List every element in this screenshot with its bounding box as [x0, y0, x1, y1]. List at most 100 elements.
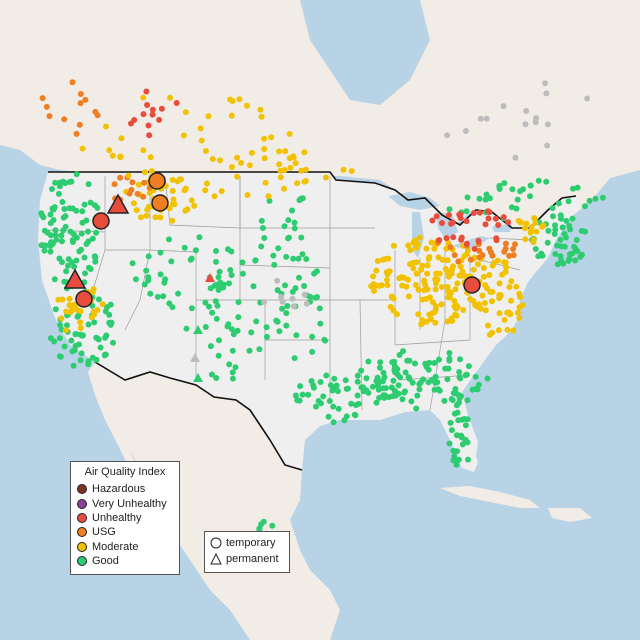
monitor-site	[514, 309, 521, 316]
hudson-bay	[300, 0, 430, 105]
monitor-site	[569, 250, 576, 257]
monitor-site	[453, 312, 460, 319]
monitor-site	[143, 267, 150, 274]
monitor-site	[149, 111, 156, 118]
monitor-site	[191, 202, 198, 209]
monitor-site	[414, 392, 421, 399]
monitor-site	[384, 271, 391, 278]
monitor-site	[55, 296, 62, 303]
monitor-site	[458, 433, 465, 440]
monitor-site	[57, 353, 64, 360]
monitor-site	[142, 169, 148, 176]
monitor-site	[513, 205, 520, 212]
monitor-site	[229, 369, 236, 376]
monitor-site	[558, 215, 564, 222]
monitor-site	[436, 237, 443, 244]
monitor-site	[261, 155, 268, 162]
monitor-site	[266, 197, 273, 204]
monitor-site	[77, 325, 84, 331]
monitor-site	[446, 350, 453, 356]
monitor-site	[234, 154, 241, 161]
monitor-site	[470, 266, 477, 273]
monitor-site	[293, 332, 300, 339]
monitor-site	[274, 318, 281, 325]
monitor-site	[258, 113, 265, 120]
monitor-site	[228, 248, 235, 255]
monitor-site	[301, 149, 308, 156]
monitor-site	[117, 154, 124, 161]
monitor-site	[109, 152, 116, 159]
monitor-site	[129, 179, 136, 186]
monitor-site	[281, 185, 287, 192]
monitor-site	[325, 413, 332, 420]
legend-title: Air Quality Index	[84, 466, 166, 478]
monitor-site	[517, 294, 524, 300]
monitor-site	[433, 270, 440, 277]
monitor-site	[140, 147, 147, 154]
monitor-site	[230, 331, 237, 338]
monitor-site	[462, 436, 469, 443]
monitor-site	[261, 299, 268, 305]
monitor-site	[371, 287, 377, 294]
monitor-site	[38, 210, 45, 217]
monitor-site	[292, 160, 299, 167]
monitor-site	[423, 245, 430, 252]
monitor-site	[373, 267, 380, 274]
monitor-site	[209, 156, 216, 162]
monitor-site	[41, 227, 48, 234]
monitor-site	[508, 278, 515, 285]
monitor-site	[234, 327, 241, 334]
monitor-site	[134, 190, 141, 197]
monitor-site	[126, 190, 133, 197]
monitor-site	[234, 173, 241, 180]
monitor-site	[501, 316, 508, 323]
monitor-site	[143, 212, 150, 219]
monitor-site	[258, 243, 265, 250]
monitor-site	[282, 282, 288, 289]
monitor-site	[354, 392, 361, 399]
monitor-site	[415, 311, 422, 318]
monitor-site	[144, 206, 151, 213]
monitor-site	[451, 252, 458, 259]
monitor-site	[68, 337, 75, 344]
monitor-site	[463, 218, 470, 225]
monitor-site	[510, 246, 517, 252]
permanent-monitor	[106, 193, 130, 214]
monitor-site	[214, 302, 221, 309]
monitor-site	[198, 137, 205, 144]
monitor-site	[464, 194, 471, 201]
monitor-site	[238, 159, 245, 166]
monitor-site	[485, 322, 491, 329]
monitor-site	[396, 352, 403, 358]
monitor-site	[66, 302, 73, 309]
monitor-site	[51, 338, 58, 345]
monitor-site	[291, 355, 298, 362]
monitor-site	[92, 258, 99, 265]
monitor-site	[101, 351, 108, 358]
monitor-site	[463, 208, 470, 215]
legend-swatch-very-unhealthy	[77, 498, 87, 509]
monitor-site	[77, 319, 84, 326]
monitor-site	[130, 200, 137, 207]
monitor-site	[523, 220, 530, 227]
monitor-site	[543, 90, 550, 97]
monitor-site	[373, 399, 380, 406]
monitor-site	[505, 219, 512, 226]
monitor-site	[259, 225, 266, 231]
monitor-site	[313, 403, 319, 410]
monitor-site	[225, 321, 232, 328]
monitor-site	[401, 389, 408, 396]
monitor-site	[161, 279, 168, 286]
monitor-site	[291, 225, 298, 232]
monitor-site	[133, 207, 140, 214]
monitor-site	[432, 286, 439, 293]
monitor-site	[451, 390, 458, 397]
legend-item-unhealthy: Unhealthy	[71, 511, 179, 525]
monitor-site	[323, 372, 330, 379]
monitor-site	[103, 123, 109, 130]
monitor-site	[451, 410, 458, 417]
monitor-site	[531, 215, 538, 222]
monitor-site	[239, 270, 246, 277]
monitor-site	[512, 241, 518, 248]
monitor-site	[489, 298, 495, 305]
